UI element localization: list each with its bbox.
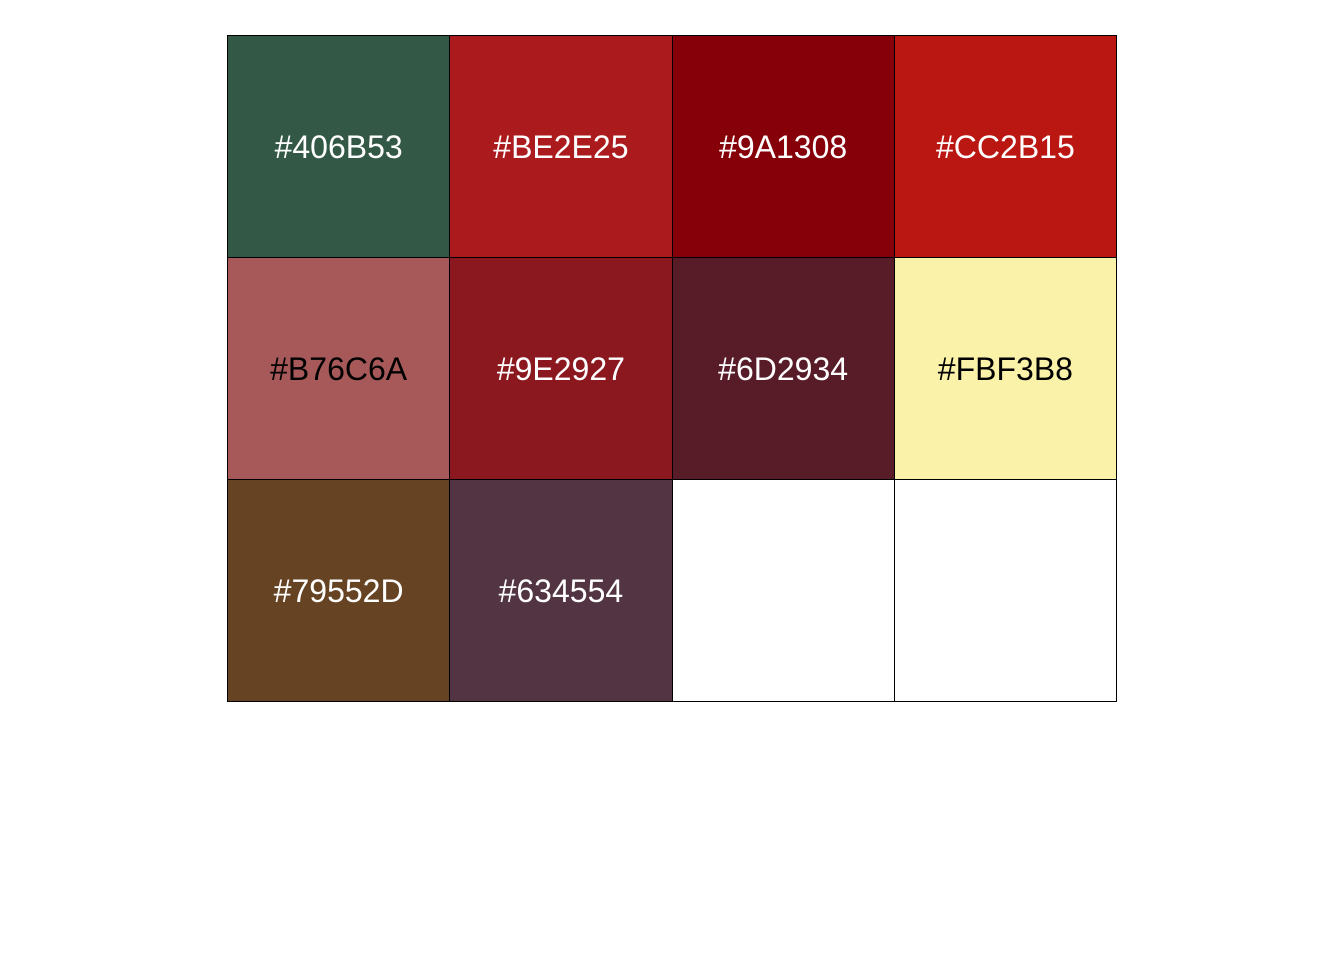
color-swatch: #9E2927 (450, 258, 673, 480)
color-swatch: #FBF3B8 (894, 258, 1117, 480)
empty-swatch (672, 480, 895, 702)
color-swatch: #9A1308 (672, 36, 895, 258)
color-swatch: #406B53 (228, 36, 451, 258)
color-swatch: #CC2B15 (894, 36, 1117, 258)
color-swatch: #BE2E25 (450, 36, 673, 258)
empty-swatch (894, 480, 1117, 702)
color-swatch: #79552D (228, 480, 451, 702)
color-swatch: #B76C6A (228, 258, 451, 480)
color-swatch: #634554 (450, 480, 673, 702)
color-swatch: #6D2934 (672, 258, 895, 480)
palette-swatch-grid: #406B53 #BE2E25 #9A1308 #CC2B15 #B76C6A … (227, 35, 1117, 702)
